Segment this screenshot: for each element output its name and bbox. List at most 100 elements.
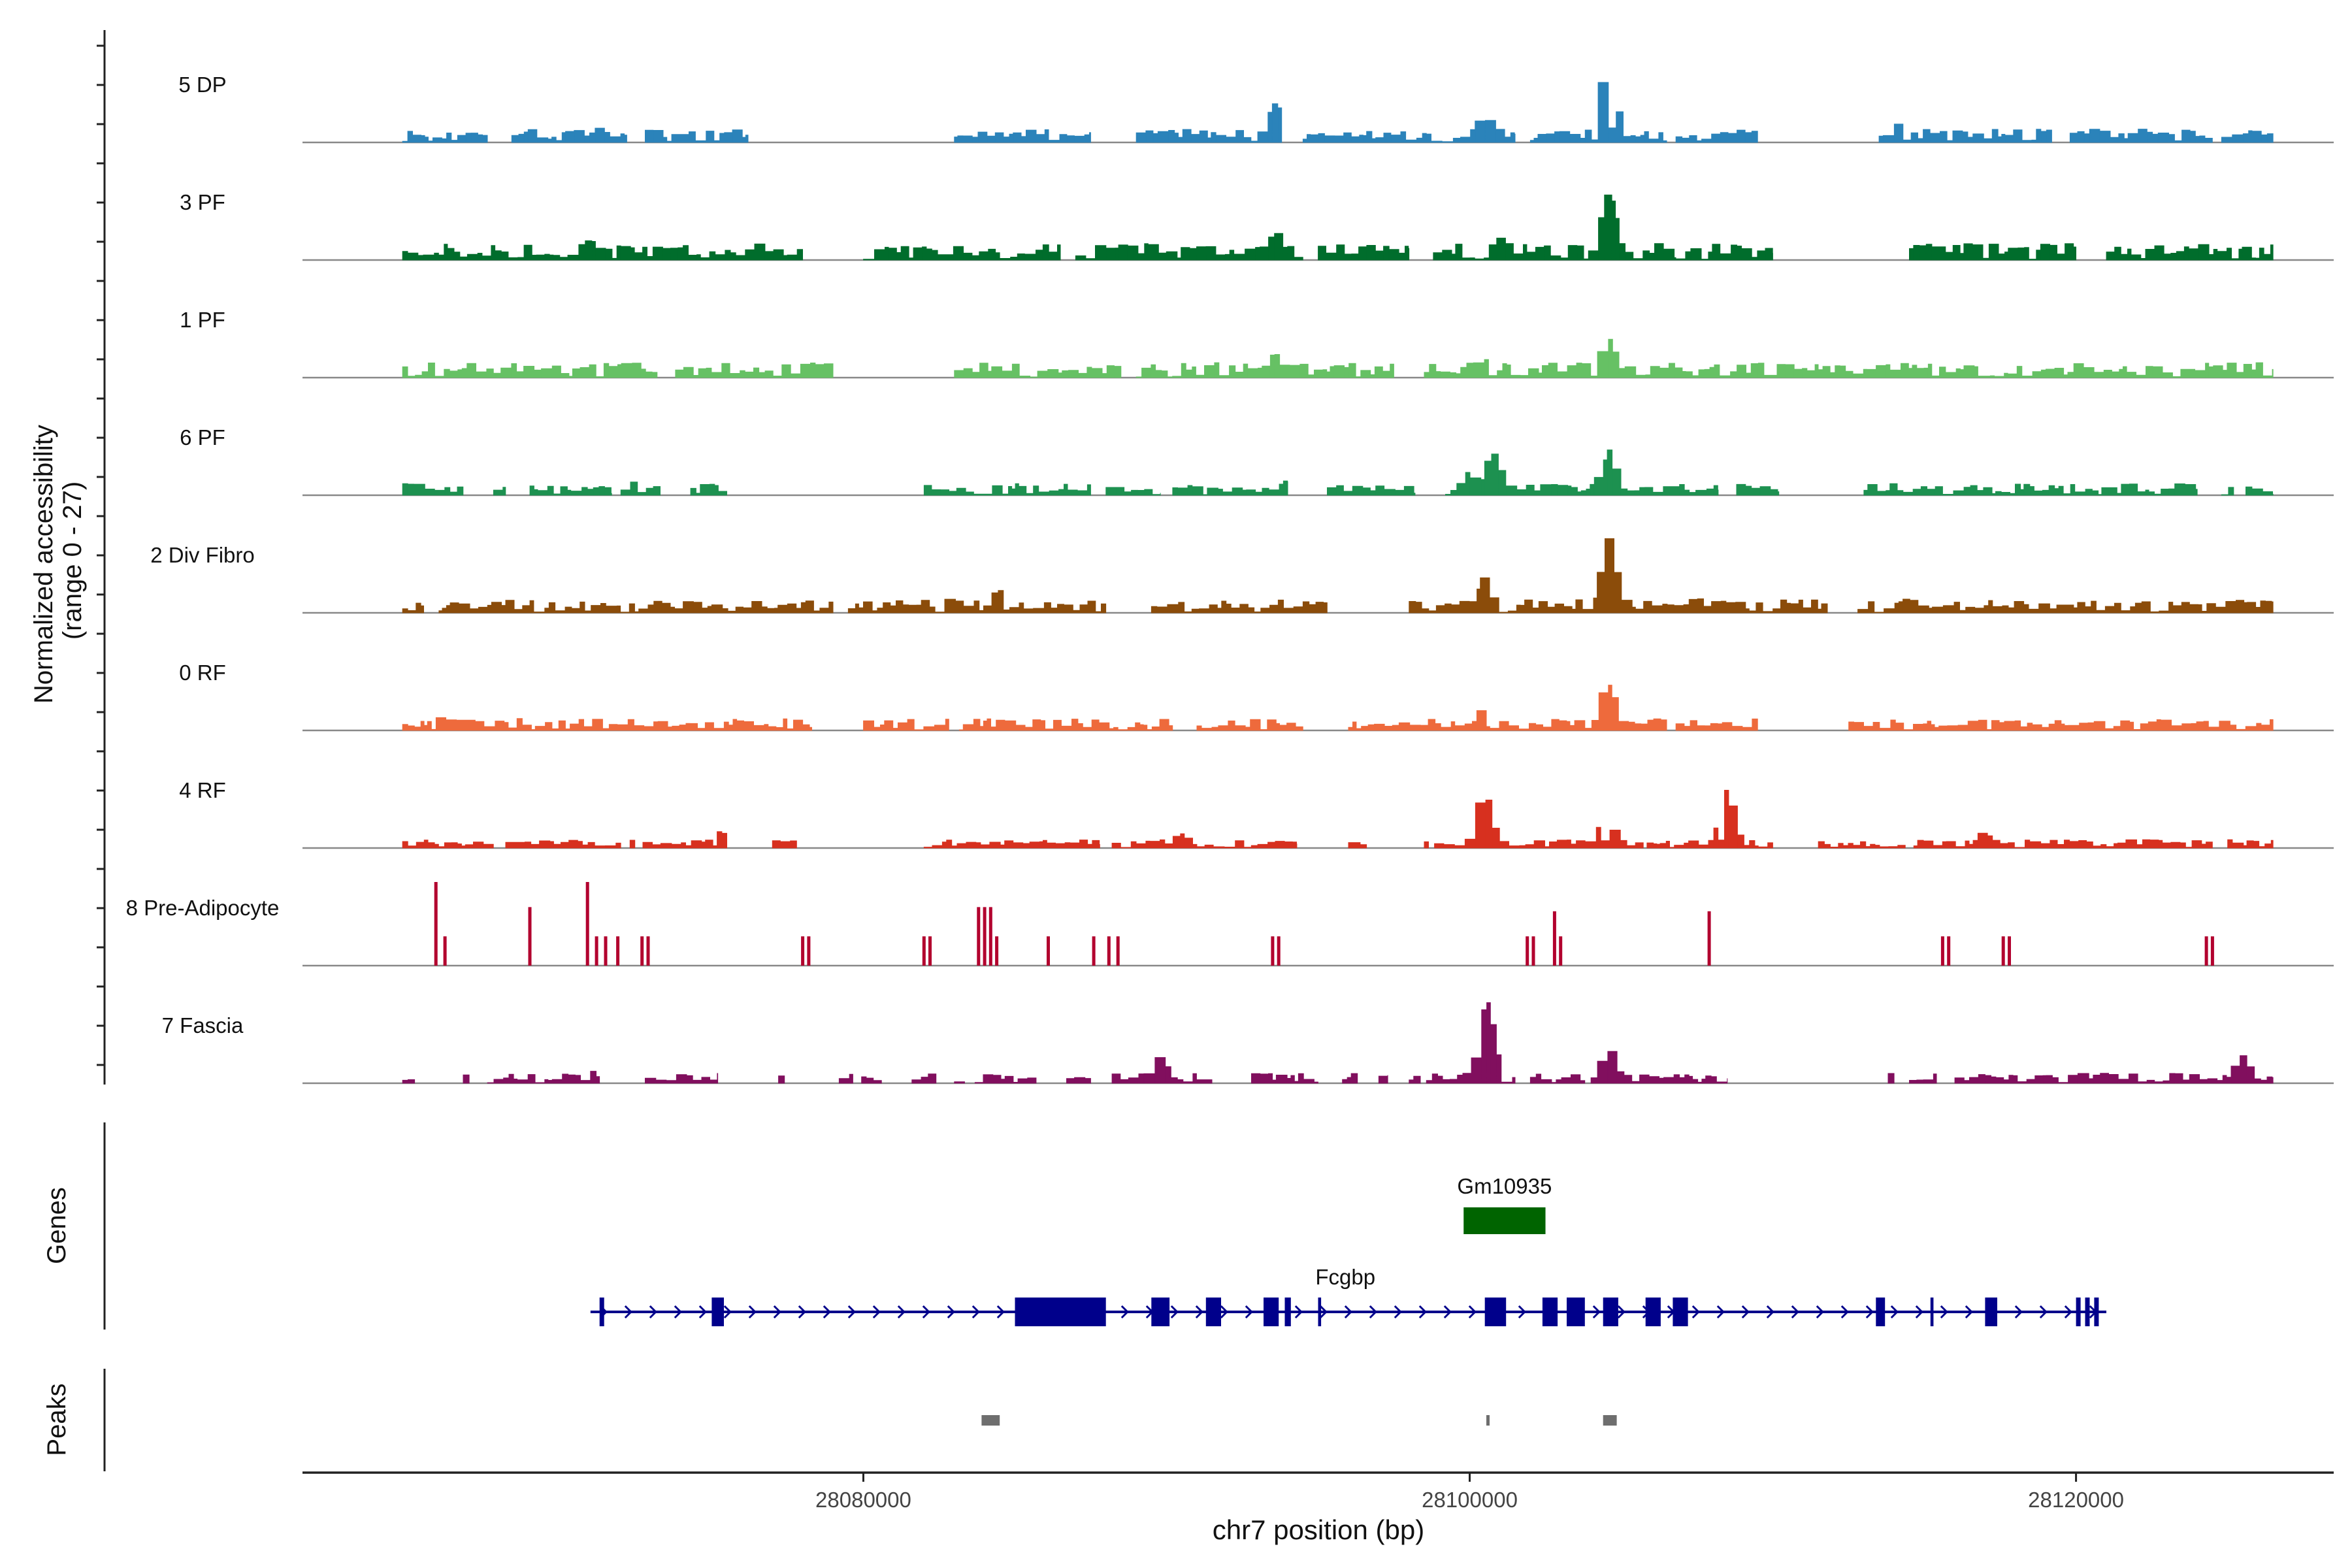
peak-region xyxy=(981,1415,1000,1426)
track-coverage-spike xyxy=(1526,936,1529,966)
gene-exon xyxy=(1673,1298,1688,1326)
track-label: 2 Div Fibro xyxy=(150,543,255,567)
track-coverage-spike xyxy=(2008,936,2011,966)
gene-exon xyxy=(1318,1298,1322,1326)
track-coverage-spike xyxy=(616,936,620,966)
track-coverage-spike xyxy=(528,907,532,966)
genes-panel: Gm10935 Fcgbp xyxy=(590,1174,2106,1326)
track-coverage-spike xyxy=(1559,936,1563,966)
gene-exon xyxy=(2094,1298,2099,1326)
peak-region xyxy=(1603,1415,1617,1426)
track-coverage-spike xyxy=(1107,936,1111,966)
track-coverage-spike xyxy=(2001,936,2005,966)
track-coverage-spike xyxy=(928,936,932,966)
gene-exon xyxy=(711,1298,724,1326)
track-coverage-spike xyxy=(2210,936,2214,966)
track-7-fascia: 7 Fascia xyxy=(162,1002,2334,1085)
track-coverage-area xyxy=(402,82,2274,143)
track-label: 6 PF xyxy=(180,425,225,449)
gene-exon xyxy=(1151,1298,1170,1326)
track-5-dp: 5 DP xyxy=(178,73,2334,144)
track-coverage-area xyxy=(402,338,2274,378)
track-label: 1 PF xyxy=(180,308,225,332)
gene-exon xyxy=(1876,1298,1886,1326)
track-coverage-spike xyxy=(995,936,999,966)
track-coverage-spike xyxy=(2204,936,2208,966)
gene-exon xyxy=(1567,1298,1585,1326)
track-label: 0 RF xyxy=(179,661,226,685)
track-coverage-spike xyxy=(604,936,608,966)
gene-exon xyxy=(1484,1298,1507,1326)
peaks-panel-label: Peaks xyxy=(42,1383,71,1456)
track-coverage-spike xyxy=(1947,936,1951,966)
x-tick-label: 28120000 xyxy=(2028,1488,2124,1512)
gene-body xyxy=(1463,1207,1546,1234)
track-coverage-spike xyxy=(988,907,992,966)
peaks-panel xyxy=(981,1415,1617,1426)
track-coverage-area xyxy=(402,1002,2274,1084)
track-8-pre-adipocyte: 8 Pre-Adipocyte xyxy=(126,882,2334,967)
track-0-rf: 0 RF xyxy=(179,661,2334,732)
gene-exon xyxy=(1985,1298,1997,1326)
track-coverage-spike xyxy=(1531,936,1535,966)
peak-region xyxy=(1486,1415,1490,1426)
track-coverage-spike xyxy=(1277,936,1281,966)
track-coverage-spike xyxy=(443,936,447,966)
track-coverage-spike xyxy=(646,936,650,966)
track-1-pf: 1 PF xyxy=(180,308,2334,379)
coverage-tracks: 5 DP 3 PF 1 PF 6 PF 2 Div Fibro 0 RF 4 RF 8 Pre… xyxy=(126,73,2334,1085)
track-coverage-spike xyxy=(1271,936,1275,966)
track-coverage-spike xyxy=(977,907,981,966)
track-3-pf: 3 PF xyxy=(180,190,2334,261)
track-coverage-spike xyxy=(434,882,438,966)
gene-exon xyxy=(1015,1298,1106,1326)
track-coverage-area xyxy=(402,790,2274,849)
gene-exon xyxy=(1264,1298,1279,1326)
gene-exon xyxy=(599,1298,604,1326)
gene-label: Fcgbp xyxy=(1315,1265,1375,1289)
x-axis-ticks: 28080000 28100000 28120000 xyxy=(815,1473,2124,1512)
track-coverage-spike xyxy=(1552,911,1556,966)
track-coverage-spike xyxy=(1116,936,1120,966)
gene-exon xyxy=(1542,1298,1558,1326)
track-coverage-spike xyxy=(595,936,598,966)
genes-panel-label: Genes xyxy=(42,1187,71,1264)
track-label: 4 RF xyxy=(179,778,226,802)
gene-label: Gm10935 xyxy=(1457,1174,1552,1198)
track-2-div-fibro: 2 Div Fibro xyxy=(150,538,2334,614)
track-coverage-area xyxy=(402,449,2274,496)
track-coverage-area xyxy=(402,538,2274,613)
track-coverage-spike xyxy=(640,936,644,966)
track-coverage-spike xyxy=(1047,936,1050,966)
track-4-rf: 4 RF xyxy=(179,778,2334,849)
gene-exon xyxy=(1645,1298,1661,1326)
x-tick-label: 28080000 xyxy=(815,1488,911,1512)
x-tick-label: 28100000 xyxy=(1422,1488,1518,1512)
coverage-y-ticks xyxy=(97,44,105,1066)
track-label: 5 DP xyxy=(178,73,226,97)
coverage-y-label: Normalized accessibility (range 0 - 27) xyxy=(29,417,87,704)
gene-exon xyxy=(1284,1298,1291,1326)
track-coverage-spike xyxy=(801,936,805,966)
track-coverage-area xyxy=(402,685,2274,731)
track-coverage-spike xyxy=(807,936,811,966)
track-6-pf: 6 PF xyxy=(180,425,2334,497)
track-coverage-spike xyxy=(585,882,589,966)
gene-exon xyxy=(1205,1298,1221,1326)
track-coverage-spike xyxy=(1940,936,1944,966)
track-label: 8 Pre-Adipocyte xyxy=(126,896,280,920)
track-coverage-spike xyxy=(1092,936,1096,966)
gene-exon xyxy=(2085,1298,2090,1326)
track-coverage-spike xyxy=(922,936,926,966)
track-coverage-spike xyxy=(1707,911,1711,966)
track-label: 7 Fascia xyxy=(162,1013,244,1037)
gene-gm10935: Gm10935 xyxy=(1457,1174,1552,1234)
gene-fcgbp: Fcgbp xyxy=(590,1265,2106,1326)
gene-exon xyxy=(2076,1298,2081,1326)
gene-exon xyxy=(1603,1298,1618,1326)
x-axis-label: chr7 position (bp) xyxy=(1213,1514,1425,1545)
track-label: 3 PF xyxy=(180,190,225,214)
track-coverage-area xyxy=(402,194,2274,261)
coverage-y-label-line2: (range 0 - 27) xyxy=(58,482,87,640)
